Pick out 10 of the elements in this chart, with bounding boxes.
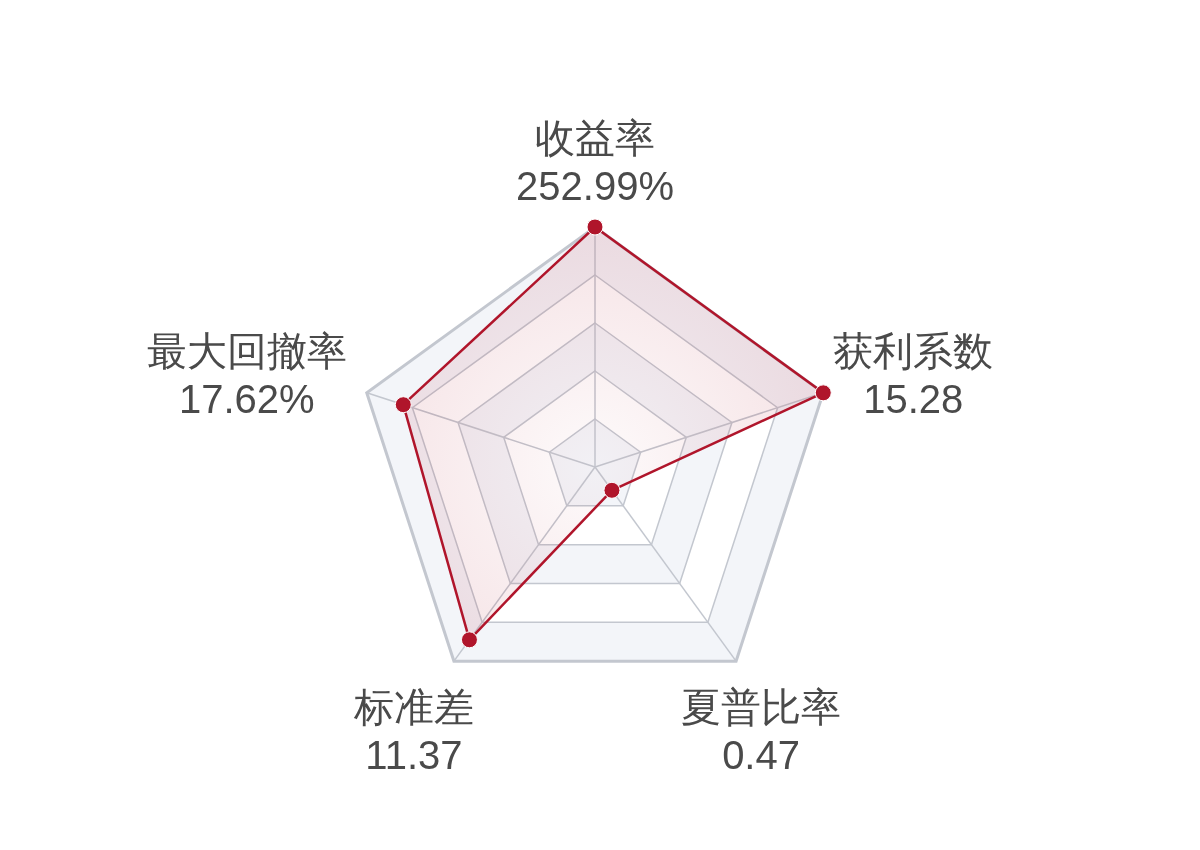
text: 15.28 [863,376,964,421]
spoke-label: 获利系数 [833,328,994,373]
text: 17.62% [178,376,315,421]
text: 252.99% [516,164,674,208]
text: 11.37 [365,733,463,778]
spoke-label: 最大回撤率 [146,328,347,373]
spoke-label: 收益率 [535,116,655,160]
text: 0.47 [722,733,800,778]
spoke-label: 夏普比率 [681,685,842,730]
spoke-label: 标准差 [352,685,474,730]
